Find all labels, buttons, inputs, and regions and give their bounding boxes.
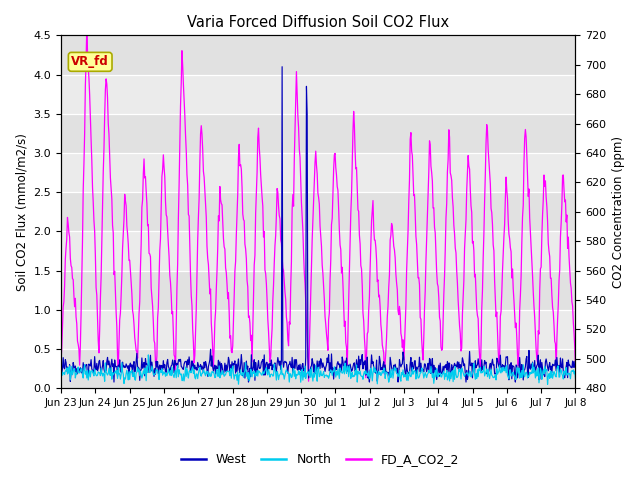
X-axis label: Time: Time (304, 414, 333, 427)
Legend: West, North, FD_A_CO2_2: West, North, FD_A_CO2_2 (175, 448, 465, 471)
Bar (61, 271, 575, 310)
Text: VR_fd: VR_fd (71, 55, 109, 68)
Bar (61, 192, 575, 231)
Y-axis label: Soil CO2 Flux (mmol/m2/s): Soil CO2 Flux (mmol/m2/s) (15, 133, 28, 291)
Bar (61, 349, 575, 388)
Bar (61, 114, 575, 153)
Bar (61, 36, 575, 74)
Title: Varia Forced Diffusion Soil CO2 Flux: Varia Forced Diffusion Soil CO2 Flux (187, 15, 449, 30)
Y-axis label: CO2 Concentration (ppm): CO2 Concentration (ppm) (612, 136, 625, 288)
